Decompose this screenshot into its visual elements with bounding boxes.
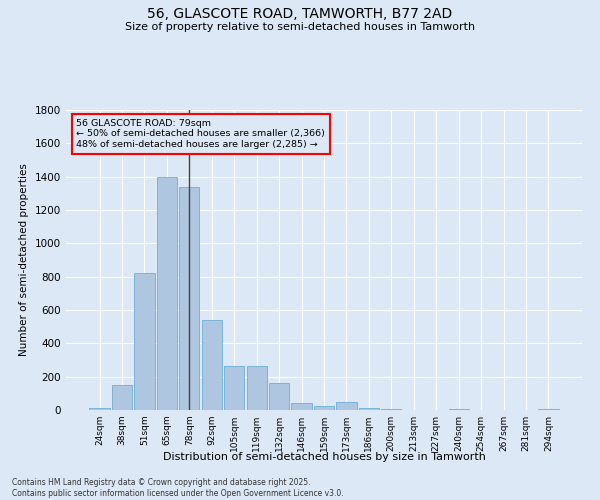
Bar bbox=[89, 408, 110, 410]
Text: 56 GLASCOTE ROAD: 79sqm
← 50% of semi-detached houses are smaller (2,366)
48% of: 56 GLASCOTE ROAD: 79sqm ← 50% of semi-de… bbox=[76, 119, 325, 149]
Bar bbox=[179, 186, 199, 410]
Bar bbox=[314, 406, 334, 410]
Bar bbox=[224, 366, 244, 410]
Bar bbox=[202, 320, 222, 410]
Bar bbox=[337, 402, 356, 410]
Bar bbox=[157, 176, 177, 410]
Text: Distribution of semi-detached houses by size in Tamworth: Distribution of semi-detached houses by … bbox=[163, 452, 485, 462]
Bar bbox=[112, 385, 132, 410]
Bar bbox=[449, 408, 469, 410]
Bar bbox=[134, 274, 155, 410]
Text: Contains HM Land Registry data © Crown copyright and database right 2025.
Contai: Contains HM Land Registry data © Crown c… bbox=[12, 478, 344, 498]
Bar bbox=[359, 408, 379, 410]
Bar bbox=[538, 408, 559, 410]
Text: Size of property relative to semi-detached houses in Tamworth: Size of property relative to semi-detach… bbox=[125, 22, 475, 32]
Bar bbox=[381, 409, 401, 410]
Text: 56, GLASCOTE ROAD, TAMWORTH, B77 2AD: 56, GLASCOTE ROAD, TAMWORTH, B77 2AD bbox=[148, 8, 452, 22]
Bar bbox=[292, 402, 311, 410]
Bar bbox=[269, 384, 289, 410]
Y-axis label: Number of semi-detached properties: Number of semi-detached properties bbox=[19, 164, 29, 356]
Bar bbox=[247, 366, 267, 410]
